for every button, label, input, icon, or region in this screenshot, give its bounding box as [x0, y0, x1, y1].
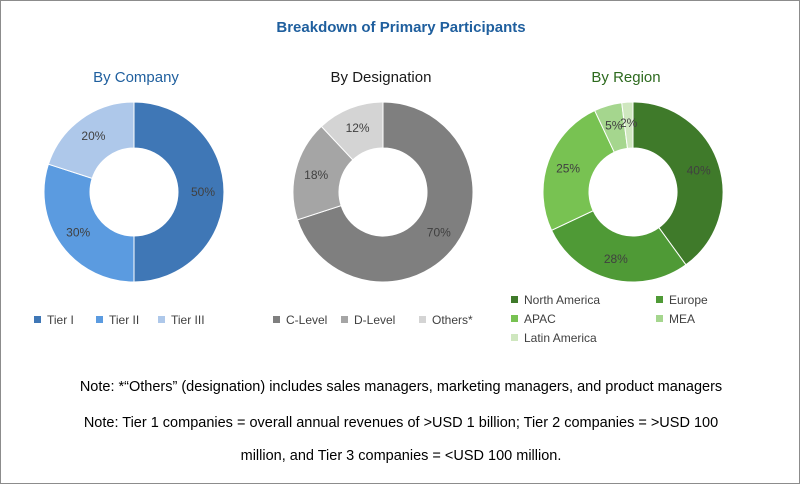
legend-item: Latin America [511, 331, 597, 345]
legend-item: Tier II [96, 313, 139, 327]
legend-item: Others* [419, 313, 473, 327]
slice-label: 70% [427, 226, 451, 240]
legend-item: Tier III [158, 313, 205, 327]
slice-label: 30% [66, 226, 90, 240]
legend-label: Europe [669, 293, 708, 307]
slice-label: 50% [191, 185, 215, 199]
legend-label: APAC [524, 312, 556, 326]
legend-label: Others* [432, 313, 473, 327]
legend-item: C-Level [273, 313, 327, 327]
note-tiers-line2: million, and Tier 3 companies = <USD 100… [240, 448, 562, 464]
slice-apac [542, 109, 615, 231]
legend-item: Tier I [34, 313, 74, 327]
legend-swatch [656, 315, 663, 323]
legend-label: C-Level [286, 313, 328, 327]
slice-others- [320, 101, 384, 161]
slice-tier-ii [43, 163, 135, 283]
slice-europe [550, 210, 687, 283]
legend-item: D-Level [341, 313, 395, 327]
legend-item: North America [511, 293, 600, 307]
chart-title-designation: By Designation [330, 69, 432, 86]
legend-label: Tier I [47, 313, 74, 327]
slice-label: 28% [604, 252, 628, 266]
slice-label: 25% [556, 162, 580, 176]
legend-label: Tier III [171, 313, 205, 327]
legend-swatch [34, 316, 41, 324]
slice-c-level [296, 101, 474, 283]
legend-label: North America [524, 293, 601, 307]
legend-swatch [273, 316, 280, 324]
legend-item: APAC [511, 312, 556, 326]
legend-item: MEA [656, 312, 695, 326]
legend-swatch [511, 334, 518, 342]
main-title: Breakdown of Primary Participants [276, 19, 526, 36]
slice-latin-america [621, 101, 634, 149]
slice-tier-i [133, 101, 225, 283]
legend-swatch [511, 296, 518, 304]
legend-label: MEA [669, 312, 696, 326]
legend-label: Latin America [524, 331, 597, 345]
legend-swatch [656, 296, 663, 304]
slice-north-america [632, 101, 724, 266]
slice-label: 20% [81, 129, 105, 143]
slice-label: 18% [304, 168, 328, 182]
legend-label: D-Level [354, 313, 396, 327]
slice-label: 40% [687, 164, 711, 178]
legend-swatch [341, 316, 348, 324]
note-tiers-line1: Note: Tier 1 companies = overall annual … [83, 415, 719, 431]
legend-swatch [419, 316, 426, 324]
chart-title-region: By Region [591, 69, 661, 86]
slice-label: 2% [620, 116, 638, 130]
legend-item: Europe [656, 293, 708, 307]
chart-title-company: By Company [93, 69, 179, 86]
slice-tier-iii [47, 101, 135, 180]
legend-swatch [511, 315, 518, 323]
slice-label: 12% [346, 121, 370, 135]
slice-label: 5% [605, 119, 623, 133]
note-others: Note: *“Others” (designation) includes s… [79, 379, 723, 395]
legend-swatch [158, 316, 165, 324]
legend-swatch [96, 316, 103, 324]
legend-label: Tier II [109, 313, 140, 327]
